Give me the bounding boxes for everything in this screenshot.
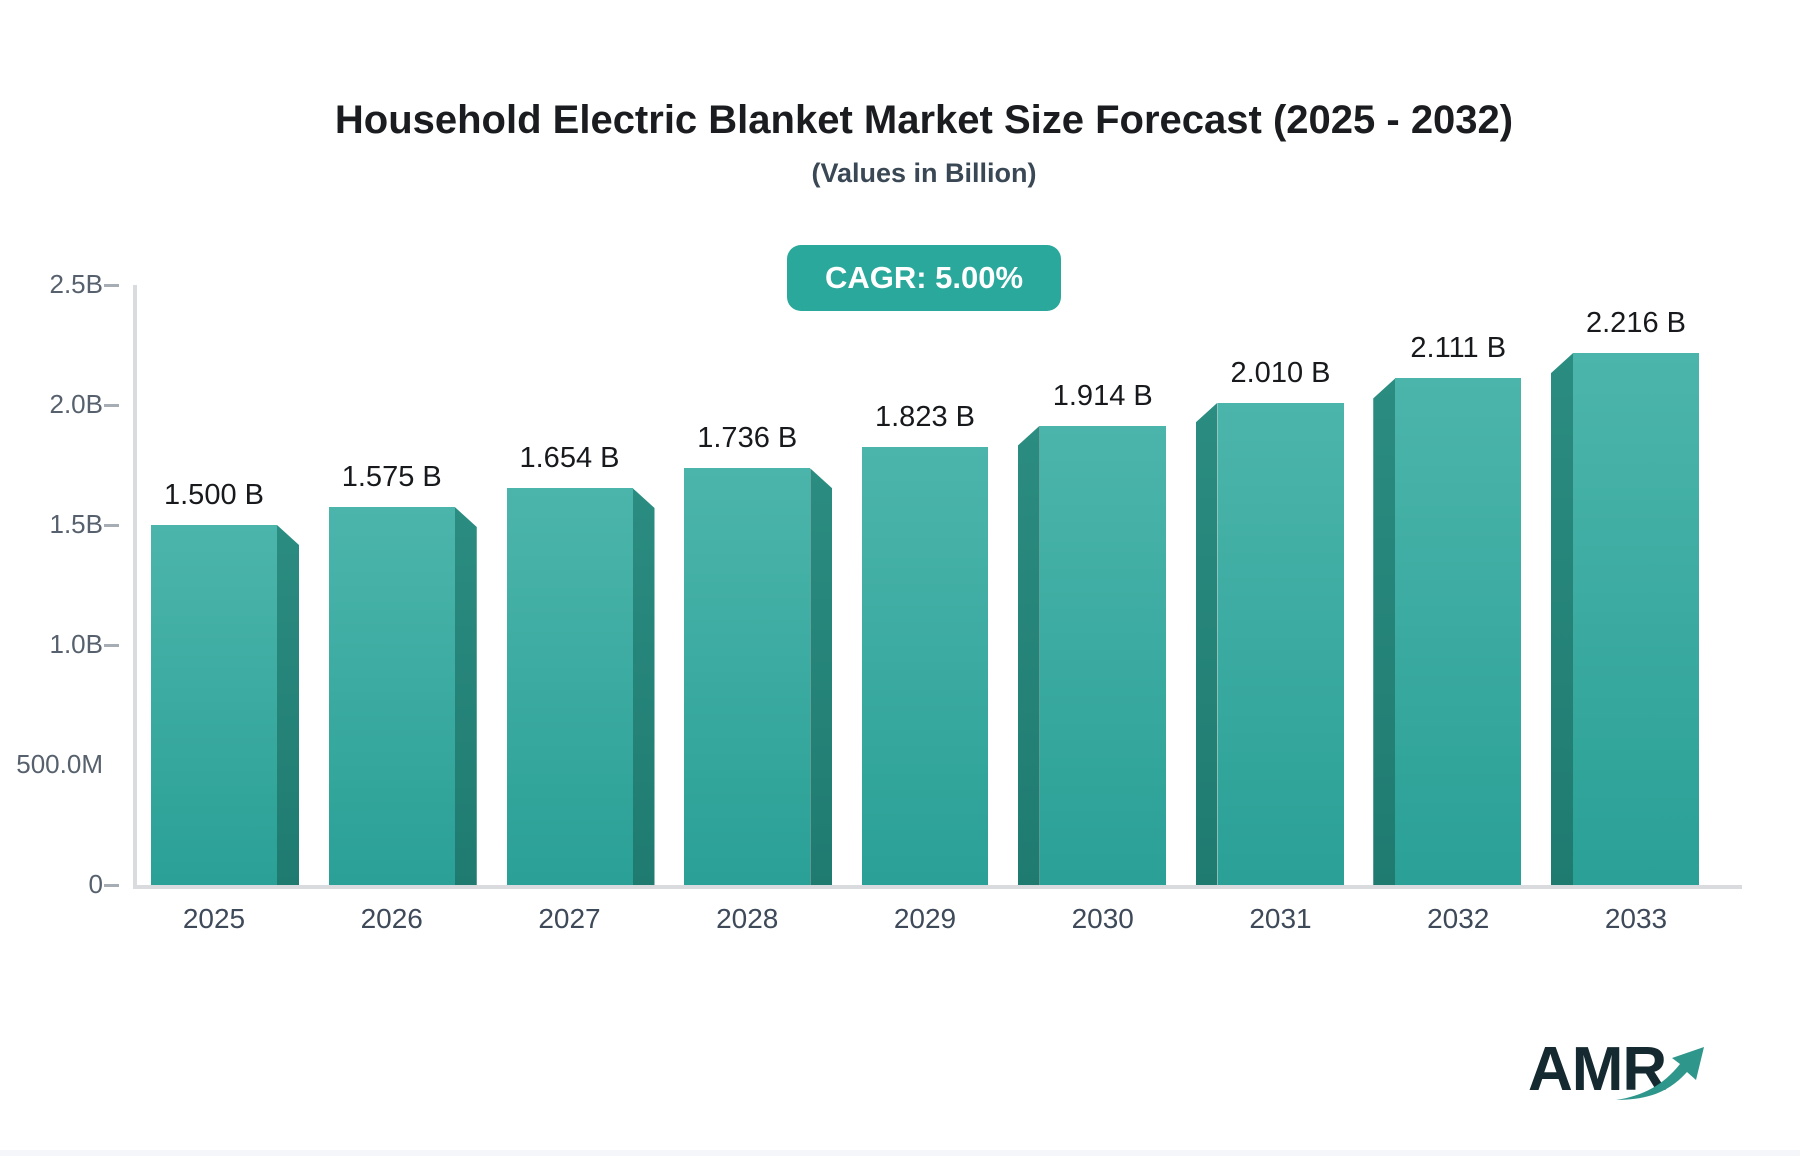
bar-value-label: 1.823 B	[875, 401, 975, 434]
x-axis-label-2027: 2027	[538, 903, 601, 934]
y-axis-tick-mark	[104, 884, 119, 887]
x-axis-label-2025: 2025	[182, 903, 246, 934]
x-axis-label-2029: 2029	[893, 903, 957, 934]
bar-value-label: 1.914 B	[1052, 379, 1153, 412]
x-axis-label-2028: 2028	[716, 903, 779, 934]
y-axis-tick-mark	[104, 284, 119, 287]
cagr-badge: CAGR: 5.00%	[786, 245, 1062, 311]
bar-2027[interactable]	[506, 488, 633, 885]
bar-side-face	[1551, 353, 1573, 885]
chart-header: Household Electric Blanket Market Size F…	[48, 0, 1800, 311]
bar-value-label: 1.654 B	[519, 442, 620, 475]
x-axis-line	[133, 885, 1742, 889]
y-axis-tick-label: 2.5B	[49, 269, 104, 299]
bar-value-label: 2.111 B	[1410, 332, 1507, 365]
bar-value-label: 1.500 B	[164, 479, 264, 511]
bar-value-label: 1.736 B	[697, 422, 798, 455]
bar-side-face	[1373, 378, 1396, 885]
y-axis-line	[133, 285, 137, 889]
bar-value-label: 2.010 B	[1230, 356, 1331, 389]
growth-arrow-icon	[1616, 1047, 1704, 1100]
bar-value-label: 2.216 B	[1586, 307, 1686, 340]
bar-side-face	[454, 507, 477, 885]
bar-2033[interactable]	[1573, 353, 1699, 885]
y-axis-tick-label: 2.0B	[49, 389, 104, 419]
bar-side-face	[810, 468, 833, 885]
chart-subtitle: (Values in Billion)	[811, 158, 1037, 188]
amr-logo: AMR	[1528, 1028, 1728, 1112]
bar-2029[interactable]	[862, 447, 988, 885]
bar-side-face	[1195, 402, 1218, 885]
chart-title: Household Electric Blanket Market Size F…	[334, 98, 1514, 142]
y-axis-tick-label: 0	[88, 869, 103, 899]
y-axis-tick-label: 1.0B	[49, 629, 104, 659]
x-axis-label-2032: 2032	[1427, 903, 1490, 934]
x-axis-label-2026: 2026	[360, 903, 423, 934]
bar-side-face	[1017, 425, 1040, 885]
y-axis-tick-label: 1.5B	[49, 509, 104, 539]
y-axis-tick-label: 500.0M	[16, 749, 103, 779]
bar-side-face	[632, 488, 655, 885]
y-axis-tick-mark	[104, 644, 119, 647]
bar-2030[interactable]	[1039, 425, 1166, 885]
bar-2026[interactable]	[328, 507, 455, 885]
x-axis-label-2033: 2033	[1604, 903, 1668, 934]
bar-value-label: 1.575 B	[341, 461, 442, 493]
y-axis-tick-mark	[104, 404, 119, 407]
bar-2032[interactable]	[1395, 378, 1522, 885]
bar-side-face	[277, 525, 299, 885]
bottom-edge-strip	[0, 1150, 1800, 1156]
bar-2031[interactable]	[1217, 402, 1344, 885]
bar-2028[interactable]	[684, 468, 811, 885]
bar-2025[interactable]	[151, 525, 277, 885]
y-axis-tick-mark	[104, 524, 119, 527]
x-axis-label-2031: 2031	[1249, 903, 1312, 934]
x-axis-label-2030: 2030	[1071, 903, 1134, 934]
